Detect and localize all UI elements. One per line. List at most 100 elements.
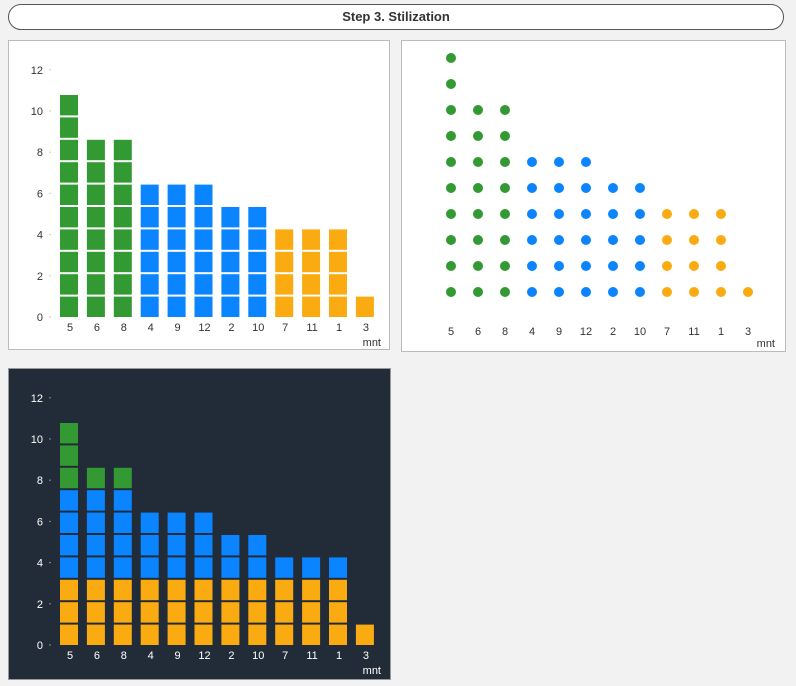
bar-unit-10 [248, 274, 267, 295]
dot-8 [500, 209, 510, 219]
bar-unit-4 [140, 251, 159, 273]
bar-unit-5 [60, 490, 78, 511]
x-tick-label: 8 [121, 322, 127, 334]
dot-1 [716, 209, 726, 219]
bar-unit-9 [167, 535, 186, 556]
dot-11 [689, 209, 699, 219]
bar-unit-11 [302, 274, 321, 295]
bar-unit-6 [86, 535, 105, 556]
bar-unit-6 [86, 229, 105, 250]
x-tick-label: 7 [664, 326, 670, 338]
bar-unit-9 [167, 184, 186, 205]
dot-4 [527, 287, 537, 297]
bar-unit-5 [60, 557, 78, 578]
x-axis-label: mnt [363, 665, 381, 677]
x-tick-label: 3 [363, 650, 369, 662]
dot-12 [581, 287, 591, 297]
y-tick-label: 10 [31, 434, 43, 446]
bar-unit-8 [113, 579, 132, 601]
bar-unit-2 [221, 274, 240, 295]
dot-2 [608, 261, 618, 271]
dot-12 [581, 261, 591, 271]
bar-unit-2 [221, 535, 240, 556]
bar-unit-7 [275, 296, 294, 317]
dot-10 [635, 183, 645, 193]
bar-unit-10 [248, 557, 267, 578]
bar-unit-7 [275, 624, 294, 645]
x-tick-label: 5 [67, 650, 73, 662]
bar-unit-6 [86, 490, 105, 511]
dot-2 [608, 183, 618, 193]
bar-unit-7 [275, 229, 294, 250]
x-tick-label: 3 [745, 326, 751, 338]
bar-unit-1 [329, 579, 347, 601]
dot-10 [635, 209, 645, 219]
x-tick-label: 1 [336, 650, 342, 662]
bar-unit-10 [248, 251, 267, 273]
dark-stacked-unit-chart: 0 2 4 6 8 10 12 5 6 8 4 9 12 2 10 7 11 1 3 mnt [8, 368, 391, 680]
bar-unit-8 [113, 184, 132, 205]
dot-11 [689, 235, 699, 245]
bar-unit-7 [275, 557, 294, 578]
bar-unit-4 [140, 535, 159, 556]
x-tick-label: 12 [198, 650, 210, 662]
dot-12 [581, 183, 591, 193]
x-tick-label: 4 [148, 322, 154, 334]
bar-unit-10 [248, 296, 267, 317]
bar-unit-6 [86, 207, 105, 228]
x-axis-label: mnt [757, 338, 775, 350]
bar-unit-6 [86, 602, 105, 623]
y-tick-label: 8 [37, 147, 43, 159]
dot-5 [446, 157, 456, 167]
x-tick-label: 3 [363, 322, 369, 334]
bar-unit-5 [60, 162, 78, 183]
bar-unit-5 [60, 229, 78, 250]
dot-8 [500, 183, 510, 193]
y-tick-mark [49, 603, 51, 605]
bar-unit-11 [302, 579, 321, 601]
bar-unit-12 [194, 207, 213, 228]
y-tick-mark [49, 644, 51, 646]
bar-unit-2 [221, 296, 240, 317]
bar-unit-4 [140, 602, 159, 623]
x-tick-label: 10 [252, 322, 264, 334]
bar-unit-5 [60, 624, 78, 645]
x-tick-label: 10 [252, 650, 264, 662]
bar-unit-1 [329, 624, 347, 645]
step-title-button[interactable]: Step 3. Stilization [8, 4, 784, 30]
bar-unit-2 [221, 229, 240, 250]
bar-unit-6 [86, 579, 105, 601]
bar-unit-2 [221, 602, 240, 623]
bar-unit-5 [60, 184, 78, 205]
y-tick-label: 4 [37, 230, 43, 242]
dot-6 [473, 261, 483, 271]
x-axis-label: mnt [363, 337, 381, 349]
bar-unit-8 [113, 162, 132, 183]
dot-11 [689, 261, 699, 271]
bar-unit-3 [355, 624, 374, 645]
bar-unit-11 [302, 624, 321, 645]
y-tick-mark [49, 561, 51, 564]
x-tick-label: 9 [175, 650, 181, 662]
x-tick-label: 5 [448, 326, 454, 338]
x-tick-label: 9 [556, 326, 562, 338]
dot-9 [554, 209, 564, 219]
bar-unit-2 [221, 624, 240, 645]
bar-unit-5 [60, 445, 78, 466]
bar-unit-8 [113, 229, 132, 250]
dot-2 [608, 235, 618, 245]
x-tick-label: 7 [282, 322, 288, 334]
bar-unit-7 [275, 579, 294, 601]
y-tick-label: 6 [37, 516, 43, 528]
dot-7 [662, 261, 672, 271]
bar-unit-10 [248, 579, 267, 601]
dot-6 [473, 105, 483, 115]
bar-unit-8 [113, 251, 132, 273]
bar-unit-5 [60, 207, 78, 228]
bar-unit-8 [113, 602, 132, 623]
bar-unit-10 [248, 535, 267, 556]
bar-unit-12 [194, 579, 213, 601]
dot-9 [554, 183, 564, 193]
dot-5 [446, 79, 456, 89]
bar-unit-5 [60, 512, 78, 533]
